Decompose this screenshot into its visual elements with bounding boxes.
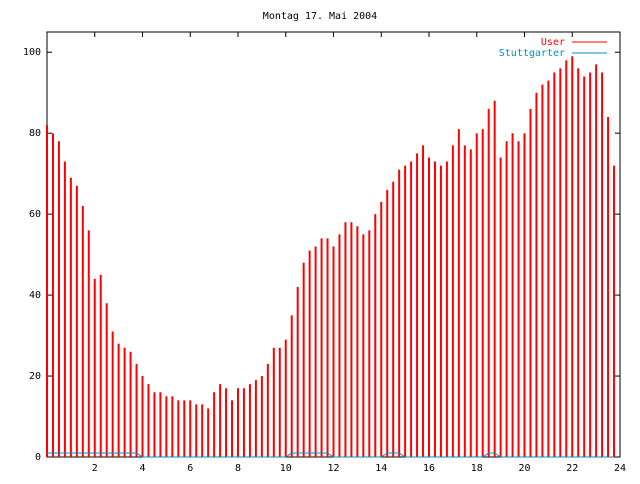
x-tick-label: 16 [423, 463, 435, 474]
x-tick-label: 2 [92, 463, 98, 474]
x-tick-label: 12 [327, 463, 339, 474]
x-tick-label: 4 [139, 463, 145, 474]
x-tick-label: 6 [187, 463, 193, 474]
chart-title: Montag 17. Mai 2004 [263, 11, 377, 22]
x-tick-label: 24 [614, 463, 626, 474]
legend-label: Stuttgarter [499, 48, 565, 59]
y-tick-label: 40 [29, 290, 41, 301]
x-tick-label: 18 [471, 463, 483, 474]
y-tick-label: 100 [23, 47, 41, 58]
y-tick-label: 20 [29, 371, 41, 382]
line [47, 452, 615, 458]
x-tick-label: 14 [375, 463, 387, 474]
x-tick-label: 20 [518, 463, 530, 474]
legend-label: User [541, 37, 565, 48]
x-tick-label: 22 [566, 463, 578, 474]
y-tick-label: 0 [35, 452, 41, 463]
x-tick-label: 10 [280, 463, 292, 474]
y-tick-label: 80 [29, 128, 41, 139]
x-tick-label: 8 [235, 463, 241, 474]
y-tick-label: 60 [29, 209, 41, 220]
